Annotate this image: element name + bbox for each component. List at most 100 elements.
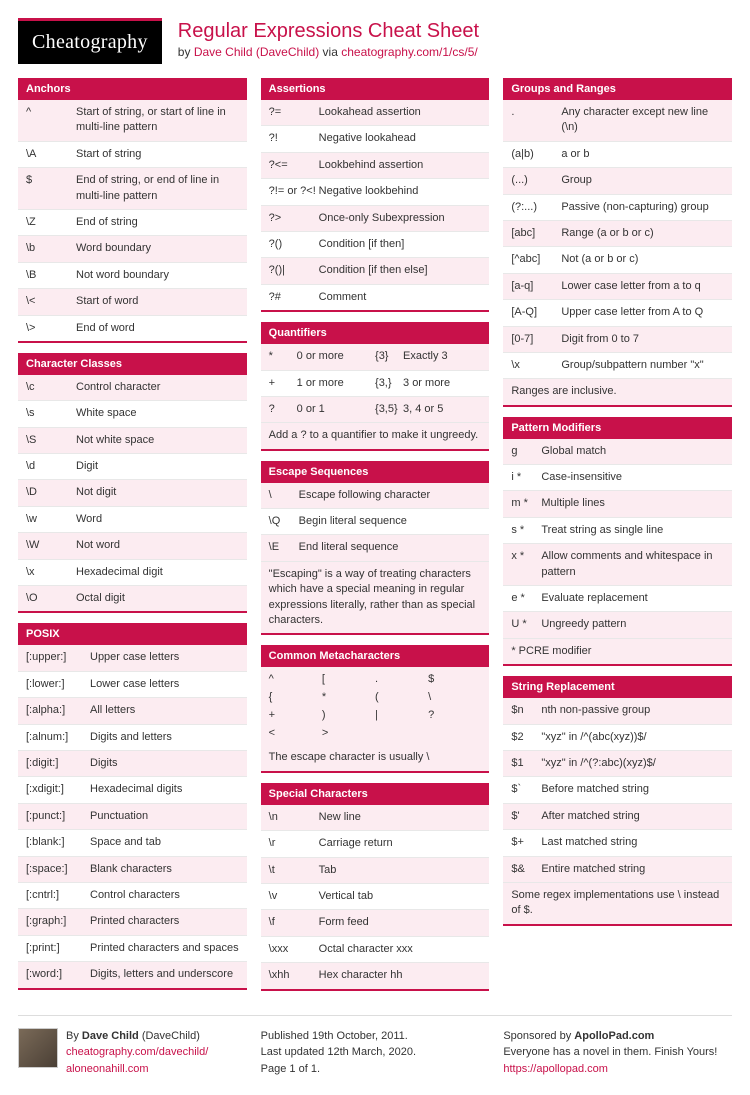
page-footer: By Dave Child (DaveChild) cheatography.c… — [18, 1015, 732, 1078]
cheat-row: \dDigit — [18, 454, 247, 480]
cheat-row: [:lower:]Lower case letters — [18, 672, 247, 698]
cheat-row: [a-q]Lower case letter from a to q — [503, 274, 732, 300]
cheat-row: \xxxOctal character xxx — [261, 937, 490, 963]
cheat-row: \nNew line — [261, 805, 490, 831]
cheat-section: Groups and Ranges.Any character except n… — [503, 78, 732, 407]
cheat-row: [:blank:]Space and tab — [18, 830, 247, 856]
cheat-row: \AStart of string — [18, 142, 247, 168]
section-note: The escape character is usually \ — [261, 745, 490, 771]
metachar: \ — [428, 688, 481, 706]
section-note: Ranges are inclusive. — [503, 379, 732, 405]
cheat-section: String Replacement$nnth non-passive grou… — [503, 676, 732, 926]
cheat-row: \ZEnd of string — [18, 210, 247, 236]
cheat-row: ?=Lookahead assertion — [261, 100, 490, 126]
cheat-row: [A-Q]Upper case letter from A to Q — [503, 300, 732, 326]
cheat-row: s *Treat string as single line — [503, 518, 732, 544]
cheat-row: [:xdigit:]Hexadecimal digits — [18, 777, 247, 803]
cheat-row: \xGroup/subpattern number "x" — [503, 353, 732, 379]
cheat-row: \<Start of word — [18, 289, 247, 315]
section-title: Anchors — [18, 78, 247, 100]
published-date: Published 19th October, 2011. — [261, 1028, 490, 1045]
cheat-row: gGlobal match — [503, 439, 732, 465]
cheat-row: [abc]Range (a or b or c) — [503, 221, 732, 247]
metachar: | — [375, 706, 428, 724]
page-title: Regular Expressions Cheat Sheet — [178, 20, 479, 43]
cheat-row: $`Before matched string — [503, 777, 732, 803]
cheat-row: ?!Negative lookahead — [261, 126, 490, 152]
author-link[interactable]: Dave Child (DaveChild) — [194, 45, 319, 59]
cheat-row: ^Start of string, or start of line in mu… — [18, 100, 247, 142]
cheat-row: e *Evaluate replacement — [503, 586, 732, 612]
metachar: [ — [322, 670, 375, 688]
cheat-row: \bWord boundary — [18, 236, 247, 262]
cheat-row: [:print:]Printed characters and spaces — [18, 936, 247, 962]
metachar: + — [269, 706, 322, 724]
cheat-row: (?:...)Passive (non-capturing) group — [503, 195, 732, 221]
cheat-row: \xhhHex character hh — [261, 963, 490, 989]
cheat-row: ?!= or ?<!Negative lookbehind — [261, 179, 490, 205]
cheat-row: \wWord — [18, 507, 247, 533]
cheat-section: Quantifiers*0 or more{3}Exactly 3+1 or m… — [261, 322, 490, 451]
cheat-row: ?#Comment — [261, 285, 490, 311]
cheat-row: \EEnd literal sequence — [261, 535, 490, 561]
metachar: > — [322, 724, 375, 742]
cheat-row: \SNot white space — [18, 428, 247, 454]
cheat-row: \DNot digit — [18, 480, 247, 506]
cheat-row: $+Last matched string — [503, 830, 732, 856]
cheat-row: \vVertical tab — [261, 884, 490, 910]
sponsor-text: Everyone has a novel in them. Finish You… — [503, 1044, 732, 1061]
cheat-row: ?()|Condition [if then else] — [261, 258, 490, 284]
cheat-row: ?0 or 1{3,5}3, 4 or 5 — [261, 397, 490, 423]
section-note: "Escaping" is a way of treating characte… — [261, 562, 490, 635]
cheat-row: $2"xyz" in /^(abc(xyz))$/ — [503, 725, 732, 751]
cheat-row: U *Ungreedy pattern — [503, 612, 732, 638]
cheat-row: \rCarriage return — [261, 831, 490, 857]
cheat-row: [^abc]Not (a or b or c) — [503, 247, 732, 273]
cheat-row: i *Case-insensitive — [503, 465, 732, 491]
cheat-row: .Any character except new line (\n) — [503, 100, 732, 142]
cheat-row: [:upper:]Upper case letters — [18, 645, 247, 671]
cheat-section: Special Characters\nNew line\rCarriage r… — [261, 783, 490, 991]
metachar: . — [375, 670, 428, 688]
cheat-row: [:punct:]Punctuation — [18, 804, 247, 830]
section-note: Some regex implementations use \ instead… — [503, 883, 732, 925]
cheat-section: Character Classes\cControl character\sWh… — [18, 353, 247, 614]
cheat-row: [:alnum:]Digits and letters — [18, 725, 247, 751]
metachar: $ — [428, 670, 481, 688]
cheat-row: \WNot word — [18, 533, 247, 559]
cheat-row: +1 or more{3,}3 or more — [261, 371, 490, 397]
sponsor-link[interactable]: https://apollopad.com — [503, 1063, 608, 1075]
cheat-row: $End of string, or end of line in multi-… — [18, 168, 247, 210]
page-number: Page 1 of 1. — [261, 1061, 490, 1078]
cheat-row: [:space:]Blank characters — [18, 857, 247, 883]
cheat-row: [:alpha:]All letters — [18, 698, 247, 724]
cheat-row: \sWhite space — [18, 401, 247, 427]
cheat-row: x *Allow comments and whitespace in patt… — [503, 544, 732, 586]
section-title: Assertions — [261, 78, 490, 100]
section-title: Quantifiers — [261, 322, 490, 344]
cheat-section: Anchors^Start of string, or start of lin… — [18, 78, 247, 343]
cheat-row: $1"xyz" in /^(?:abc)(xyz)$/ — [503, 751, 732, 777]
source-link[interactable]: cheatography.com/1/cs/5/ — [341, 45, 478, 59]
footer-link-profile[interactable]: cheatography.com/davechild/ — [66, 1046, 208, 1058]
cheat-row: \QBegin literal sequence — [261, 509, 490, 535]
content-columns: Anchors^Start of string, or start of lin… — [18, 78, 732, 1001]
cheat-row: \BNot word boundary — [18, 263, 247, 289]
cheat-section: Assertions?=Lookahead assertion?!Negativ… — [261, 78, 490, 312]
footer-link-site[interactable]: aloneonahill.com — [66, 1063, 149, 1075]
cheat-row: ?()Condition [if then] — [261, 232, 490, 258]
avatar — [18, 1028, 58, 1068]
section-note: Add a ? to a quantifier to make it ungre… — [261, 423, 490, 449]
section-title: Special Characters — [261, 783, 490, 805]
section-title: Character Classes — [18, 353, 247, 375]
cheat-section: Pattern ModifiersgGlobal matchi *Case-in… — [503, 417, 732, 667]
cheat-row: \Escape following character — [261, 483, 490, 509]
cheat-section: POSIX[:upper:]Upper case letters[:lower:… — [18, 623, 247, 989]
cheat-row: [:cntrl:]Control characters — [18, 883, 247, 909]
cheat-row: [:graph:]Printed characters — [18, 909, 247, 935]
cheat-row: $&Entire matched string — [503, 857, 732, 883]
metachar: * — [322, 688, 375, 706]
page-header: Cheatography Regular Expressions Cheat S… — [18, 18, 732, 64]
metachar: ) — [322, 706, 375, 724]
metachar: ? — [428, 706, 481, 724]
